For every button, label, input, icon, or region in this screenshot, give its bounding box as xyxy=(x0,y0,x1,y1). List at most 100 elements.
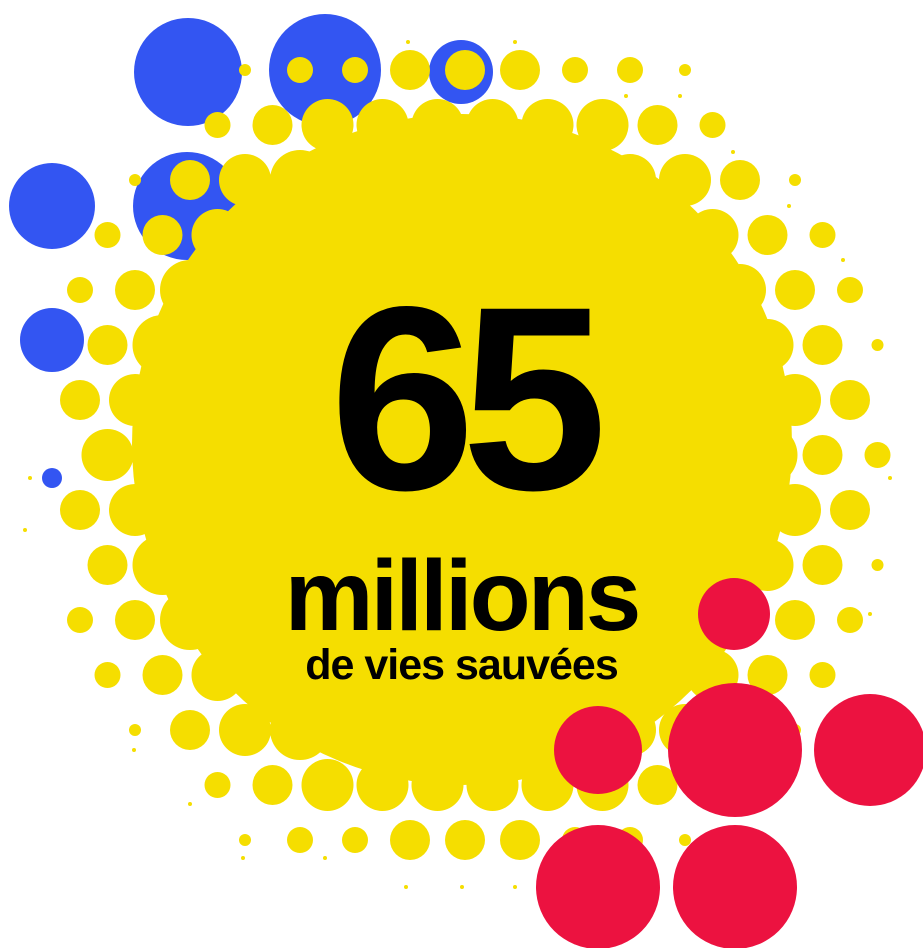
yellow-dot xyxy=(490,260,550,320)
yellow-dot xyxy=(521,99,574,151)
yellow-dot xyxy=(830,380,870,420)
yellow-dot xyxy=(219,704,271,756)
yellow-dot xyxy=(714,264,766,316)
yellow-dot xyxy=(775,600,815,640)
yellow-dot xyxy=(160,590,220,650)
yellow-dot xyxy=(142,655,183,695)
yellow-dot xyxy=(682,425,743,485)
yellow-dot xyxy=(517,315,578,375)
yellow-dot xyxy=(87,545,128,585)
yellow-speck xyxy=(241,856,245,860)
yellow-dot xyxy=(462,535,523,595)
yellow-dot xyxy=(87,325,128,365)
yellow-dot xyxy=(864,442,891,468)
yellow-dot xyxy=(132,425,193,485)
yellow-dot xyxy=(204,112,231,138)
yellow-dot xyxy=(627,425,688,485)
yellow-dot xyxy=(435,260,495,320)
yellow-dot xyxy=(435,150,495,210)
yellow-dot xyxy=(297,645,358,705)
blue-dot xyxy=(42,468,62,488)
red-dot xyxy=(536,825,660,948)
yellow-dot xyxy=(380,260,440,320)
yellow-dot xyxy=(747,655,788,695)
yellow-dot xyxy=(380,590,440,650)
yellow-dot xyxy=(637,765,678,805)
yellow-dot xyxy=(517,205,578,265)
red-dot xyxy=(814,694,923,806)
yellow-dot xyxy=(466,759,519,811)
yellow-dot xyxy=(747,215,788,255)
yellow-dot xyxy=(462,315,523,375)
yellow-dot xyxy=(699,112,726,138)
yellow-dot xyxy=(380,480,440,540)
yellow-dot xyxy=(170,160,210,200)
yellow-dot xyxy=(325,260,385,320)
yellow-dot xyxy=(462,425,523,485)
yellow-dot xyxy=(435,480,495,540)
yellow-dot xyxy=(466,99,519,151)
yellow-speck xyxy=(23,528,27,532)
yellow-dot xyxy=(445,50,485,90)
yellow-dot xyxy=(109,374,161,426)
yellow-dot xyxy=(352,645,413,705)
yellow-dot xyxy=(270,260,330,320)
yellow-dot xyxy=(789,174,801,186)
yellow-dot xyxy=(132,315,193,375)
yellow-dot xyxy=(809,662,836,688)
yellow-dot xyxy=(600,370,660,430)
yellow-dot xyxy=(342,57,368,83)
yellow-dot xyxy=(490,480,550,540)
yellow-dot xyxy=(655,370,715,430)
yellow-dot xyxy=(191,209,244,261)
yellow-dot xyxy=(380,150,440,210)
yellow-dot xyxy=(407,315,468,375)
yellow-dot xyxy=(270,370,330,430)
yellow-dot xyxy=(545,150,605,210)
yellow-dot xyxy=(659,154,711,206)
yellow-dot xyxy=(627,535,688,595)
yellow-dot xyxy=(655,480,715,540)
yellow-dot xyxy=(356,99,409,151)
yellow-dot xyxy=(380,370,440,430)
yellow-dot xyxy=(572,535,633,595)
yellow-dot xyxy=(215,260,275,320)
yellow-dot xyxy=(297,205,358,265)
yellow-dot xyxy=(627,645,688,705)
yellow-dot xyxy=(270,700,330,760)
yellow-dot xyxy=(462,205,523,265)
yellow-dot xyxy=(500,50,540,90)
yellow-dot xyxy=(170,710,210,750)
yellow-dot xyxy=(242,315,303,375)
yellow-dot xyxy=(142,215,183,255)
yellow-dot xyxy=(802,325,843,365)
yellow-dot xyxy=(325,370,385,430)
yellow-speck xyxy=(404,885,408,889)
yellow-dot xyxy=(187,425,248,485)
yellow-speck xyxy=(787,204,791,208)
yellow-dot xyxy=(242,535,303,595)
yellow-dot xyxy=(871,559,884,571)
blue-dot-cluster xyxy=(9,14,493,488)
yellow-dot xyxy=(252,105,293,145)
yellow-dot xyxy=(160,370,220,430)
yellow-dot xyxy=(160,260,220,320)
yellow-dot xyxy=(655,260,715,320)
yellow-dot xyxy=(352,315,413,375)
yellow-dot xyxy=(67,277,93,303)
yellow-dot xyxy=(710,370,770,430)
yellow-dot xyxy=(572,315,633,375)
yellow-dot xyxy=(769,484,821,536)
yellow-dot xyxy=(462,645,523,705)
yellow-dot xyxy=(219,154,271,206)
yellow-dot xyxy=(600,480,660,540)
yellow-dot xyxy=(490,700,550,760)
yellow-dot xyxy=(517,535,578,595)
yellow-dot xyxy=(545,260,605,320)
headline-number: 65 xyxy=(329,252,607,545)
yellow-dot xyxy=(270,150,330,210)
yellow-dot xyxy=(215,370,275,430)
red-dot xyxy=(554,706,642,794)
yellow-dot xyxy=(242,425,303,485)
